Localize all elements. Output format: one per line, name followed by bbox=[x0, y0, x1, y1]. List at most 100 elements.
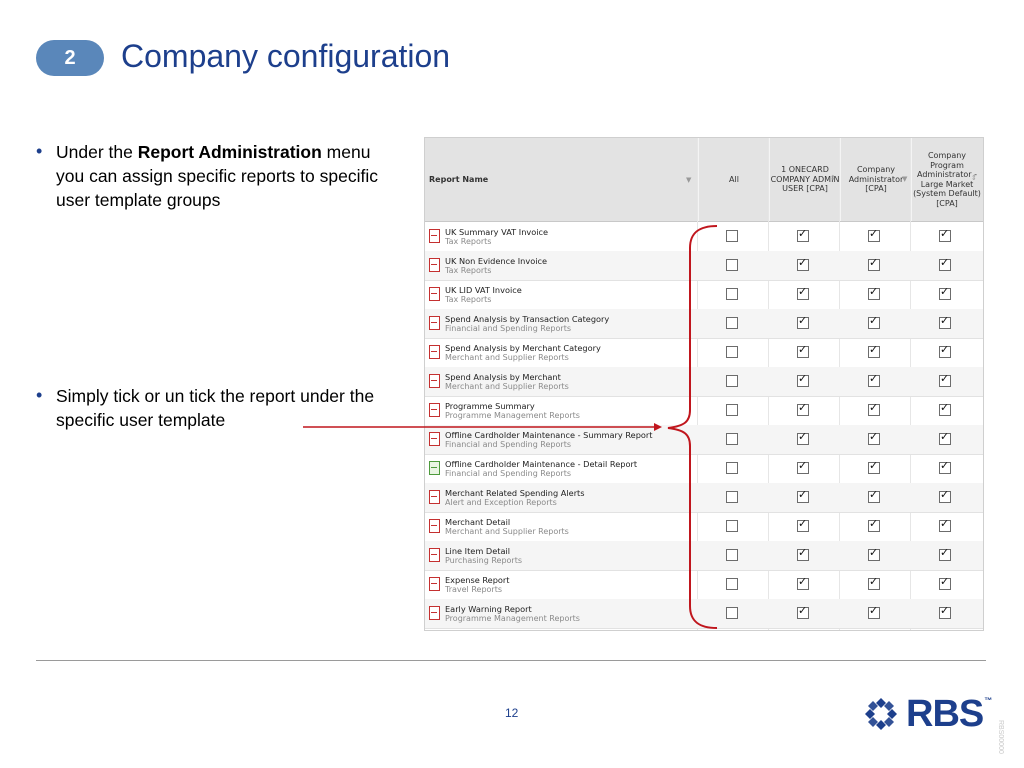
checkbox-col3[interactable] bbox=[939, 314, 951, 329]
report-name: Offline Cardholder Maintenance - Summary… bbox=[445, 430, 653, 440]
checkbox-all[interactable] bbox=[726, 346, 738, 358]
checkbox-all[interactable] bbox=[726, 549, 738, 561]
checkbox-col2[interactable] bbox=[868, 372, 880, 387]
sort-arrow-icon[interactable]: ▼ bbox=[902, 175, 908, 183]
checkbox-all[interactable] bbox=[726, 230, 738, 242]
header-report-name[interactable]: Report Name bbox=[429, 174, 489, 184]
pdf-icon bbox=[429, 258, 440, 272]
checkbox-col2[interactable] bbox=[868, 604, 880, 619]
checkbox-col1[interactable] bbox=[797, 517, 809, 532]
report-name: Line Item Detail bbox=[445, 546, 511, 556]
checkbox-col3[interactable] bbox=[939, 604, 951, 619]
checkbox-all[interactable] bbox=[726, 491, 738, 503]
checkbox-all[interactable] bbox=[726, 375, 738, 387]
checkbox-col1[interactable] bbox=[797, 227, 809, 242]
checkbox-col3[interactable] bbox=[939, 401, 951, 416]
checkbox-col2[interactable] bbox=[868, 430, 880, 445]
report-name: Merchant Detail bbox=[445, 517, 511, 527]
checkbox-col2[interactable] bbox=[868, 575, 880, 590]
table-row: UK LID VAT Invoice Tax Reports bbox=[425, 280, 983, 310]
sort-arrows-icon[interactable]: ⇕ bbox=[830, 174, 836, 182]
report-name: Spend Analysis by Merchant Category bbox=[445, 343, 601, 353]
checkbox-col1[interactable] bbox=[797, 430, 809, 445]
slide-number-badge: 2 bbox=[36, 40, 104, 76]
header-all[interactable]: All bbox=[698, 138, 769, 221]
checkbox-col3[interactable] bbox=[939, 546, 951, 561]
checkbox-col3[interactable] bbox=[939, 459, 951, 474]
checkbox-col2[interactable] bbox=[868, 517, 880, 532]
rbs-logo: RBS ™ bbox=[862, 694, 992, 734]
checkbox-col1[interactable] bbox=[797, 285, 809, 300]
checkbox-col1[interactable] bbox=[797, 372, 809, 387]
checkbox-all[interactable] bbox=[726, 404, 738, 416]
checkbox-col3[interactable] bbox=[939, 343, 951, 358]
report-category: Tax Reports bbox=[445, 237, 492, 246]
checkbox-all[interactable] bbox=[726, 259, 738, 271]
slide-title: Company configuration bbox=[121, 38, 451, 74]
checkbox-col3[interactable] bbox=[939, 285, 951, 300]
checkbox-col3[interactable] bbox=[939, 256, 951, 271]
pdf-icon bbox=[429, 606, 440, 620]
checkbox-col1[interactable] bbox=[797, 459, 809, 474]
report-name: UK Summary VAT Invoice bbox=[445, 227, 549, 237]
checkbox-col2[interactable] bbox=[868, 314, 880, 329]
sort-arrow-icon[interactable]: ▼ bbox=[686, 176, 692, 184]
checkbox-col3[interactable] bbox=[939, 227, 951, 242]
checkbox-all[interactable] bbox=[726, 433, 738, 445]
header-col3[interactable]: Company Program Administrator - Large Ma… bbox=[911, 138, 982, 221]
checkbox-col2[interactable] bbox=[868, 459, 880, 474]
checkbox-col1[interactable] bbox=[797, 546, 809, 561]
header-col1[interactable]: 1 ONECARD COMPANY ADMIN USER [CPA] bbox=[769, 138, 840, 221]
report-category: Purchasing Reports bbox=[445, 556, 523, 565]
checkbox-col1[interactable] bbox=[797, 604, 809, 619]
table-row: Offline Cardholder Maintenance - Summary… bbox=[425, 425, 983, 455]
checkbox-col3[interactable] bbox=[939, 372, 951, 387]
checkbox-col2[interactable] bbox=[868, 488, 880, 503]
document-reference: RBS00000 bbox=[997, 720, 1004, 754]
checkbox-col2[interactable] bbox=[868, 546, 880, 561]
checkbox-col2[interactable] bbox=[868, 256, 880, 271]
checkbox-col1[interactable] bbox=[797, 575, 809, 590]
checkbox-col3[interactable] bbox=[939, 430, 951, 445]
page-number: 12 bbox=[505, 706, 519, 720]
checkbox-col2[interactable] bbox=[868, 401, 880, 416]
table-row: Merchant Related Spending Alerts Alert an… bbox=[425, 483, 983, 513]
pdf-icon bbox=[429, 548, 440, 562]
pdf-icon bbox=[429, 490, 440, 504]
bullet-1: • Under the Report Administration menu y… bbox=[36, 141, 378, 210]
checkbox-all[interactable] bbox=[726, 607, 738, 619]
checkbox-col3[interactable] bbox=[939, 517, 951, 532]
table-row: Line Item Detail Purchasing Reports bbox=[425, 541, 983, 571]
checkbox-all[interactable] bbox=[726, 288, 738, 300]
checkbox-all[interactable] bbox=[726, 578, 738, 590]
checkbox-col1[interactable] bbox=[797, 488, 809, 503]
checkbox-col2[interactable] bbox=[868, 227, 880, 242]
sort-arrows-icon[interactable]: ⇕ bbox=[971, 174, 977, 182]
pdf-icon bbox=[429, 287, 440, 301]
table-header: Report Name ▼ All 1 ONECARD COMPANY ADMI… bbox=[425, 138, 983, 222]
table-row: Early Warning Report Programme Management… bbox=[425, 599, 983, 629]
checkbox-all[interactable] bbox=[726, 462, 738, 474]
checkbox-col1[interactable] bbox=[797, 401, 809, 416]
checkbox-col3[interactable] bbox=[939, 575, 951, 590]
checkbox-col1[interactable] bbox=[797, 314, 809, 329]
pdf-icon bbox=[429, 519, 440, 533]
checkbox-col2[interactable] bbox=[868, 285, 880, 300]
checkbox-all[interactable] bbox=[726, 317, 738, 329]
checkbox-col1[interactable] bbox=[797, 343, 809, 358]
checkbox-all[interactable] bbox=[726, 520, 738, 532]
report-category: Financial and Spending Reports bbox=[445, 469, 571, 478]
report-name: UK LID VAT Invoice bbox=[445, 285, 522, 295]
pdf-icon bbox=[429, 374, 440, 388]
header-col2[interactable]: Company Administrator [CPA] bbox=[840, 138, 911, 221]
report-category: Financial and Spending Reports bbox=[445, 324, 571, 333]
checkbox-col2[interactable] bbox=[868, 343, 880, 358]
bullet-2: • Simply tick or un tick the report unde… bbox=[36, 385, 375, 430]
table-row: Spend Analysis by Transaction Category Fi… bbox=[425, 309, 983, 339]
table-row: Merchant Detail Merchant and Supplier Rep… bbox=[425, 512, 983, 542]
report-name: Early Warning Report bbox=[445, 604, 532, 614]
report-category: Travel Reports bbox=[445, 585, 503, 594]
checkbox-col1[interactable] bbox=[797, 256, 809, 271]
checkbox-col3[interactable] bbox=[939, 488, 951, 503]
report-name: Programme Summary bbox=[445, 401, 535, 411]
